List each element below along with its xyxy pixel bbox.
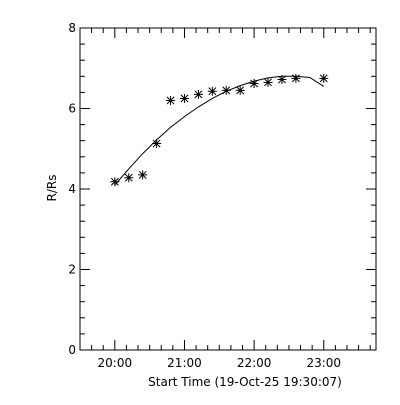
y-tick-label: 2: [68, 263, 76, 277]
asterisk-marker: [138, 170, 148, 180]
data-point-marker: [249, 79, 259, 89]
tick-labels: 20:00 21:00 22:00 23:00 0 2 4 6 8: [68, 21, 341, 370]
y-axis-label: R/Rs: [45, 175, 59, 202]
plot-frame: [79, 27, 377, 351]
data-point-marker: [179, 93, 189, 103]
asterisk-marker: [221, 85, 231, 95]
asterisk-marker: [291, 73, 301, 83]
asterisk-marker: [193, 89, 203, 99]
data-point-marker: [263, 77, 273, 87]
y-tick-label: 0: [68, 343, 76, 357]
x-tick-label: 23:00: [306, 356, 341, 370]
data-point-marker: [319, 73, 329, 83]
data-point-marker: [110, 177, 120, 187]
data-point-marker: [235, 85, 245, 95]
x-tick-label: 21:00: [167, 356, 202, 370]
data-point-marker: [291, 73, 301, 83]
asterisk-marker: [152, 139, 162, 149]
y-tick-label: 8: [68, 21, 76, 35]
data-point-marker: [193, 89, 203, 99]
x-tick-label: 20:00: [98, 356, 133, 370]
asterisk-marker: [179, 93, 189, 103]
data-point-marker: [124, 173, 134, 183]
axis-ticks: [79, 27, 376, 351]
asterisk-marker: [124, 173, 134, 183]
fit-curve: [114, 75, 325, 186]
asterisk-marker: [235, 85, 245, 95]
asterisk-marker: [249, 79, 259, 89]
asterisk-marker: [319, 73, 329, 83]
asterisk-marker: [277, 75, 287, 85]
x-axis-label: Start Time (19-Oct-25 19:30:07): [148, 375, 342, 389]
x-tick-label: 22:00: [237, 356, 272, 370]
fit-curve-layer: [114, 75, 325, 186]
data-point-marker: [152, 139, 162, 149]
y-tick-label: 4: [68, 182, 76, 196]
asterisk-marker: [207, 86, 217, 96]
asterisk-marker: [263, 77, 273, 87]
data-point-marker: [166, 95, 176, 105]
data-point-marker: [221, 85, 231, 95]
data-point-marker: [138, 170, 148, 180]
asterisk-marker: [110, 177, 120, 187]
data-points: [110, 73, 329, 187]
asterisk-marker: [166, 95, 176, 105]
axes: [79, 27, 377, 351]
data-point-marker: [207, 86, 217, 96]
data-point-marker: [277, 75, 287, 85]
y-tick-label: 6: [68, 102, 76, 116]
